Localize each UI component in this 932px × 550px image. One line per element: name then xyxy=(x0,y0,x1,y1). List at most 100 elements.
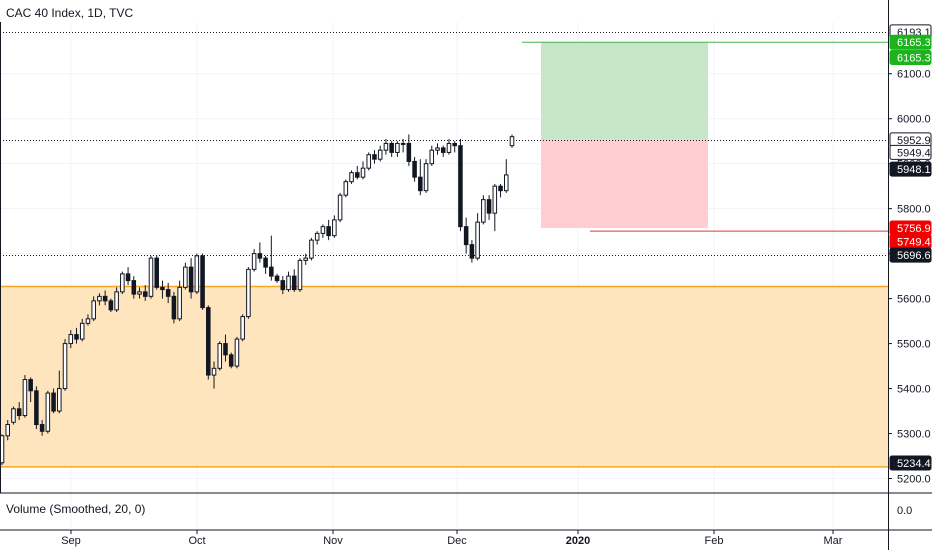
candle-body xyxy=(131,280,137,295)
candle-body xyxy=(263,257,268,268)
price-tag-label: 5234.4 xyxy=(897,458,931,470)
x-tick-label: Dec xyxy=(447,535,467,547)
candle-body xyxy=(11,408,16,423)
candle-body xyxy=(28,379,33,392)
candle-body xyxy=(22,379,28,417)
candle-body xyxy=(165,289,171,297)
candle-body xyxy=(372,154,377,160)
loss-zone[interactable] xyxy=(541,139,708,229)
candle-body xyxy=(85,318,91,324)
candle-body xyxy=(383,142,389,151)
price-tag-label: 5749.4 xyxy=(897,236,931,248)
candle-body xyxy=(154,257,159,288)
candle-body xyxy=(188,266,194,293)
candle-body xyxy=(74,334,79,340)
candle-body xyxy=(171,295,177,320)
candle-body xyxy=(137,291,142,295)
x-tick-label: Feb xyxy=(705,535,724,547)
candle-body xyxy=(297,259,303,291)
price-tag-label: 5952.9 xyxy=(897,135,931,147)
y-tick-label: 5500.0 xyxy=(897,339,931,351)
candle-body xyxy=(160,286,165,291)
y-tick-label: 6000.0 xyxy=(897,114,931,126)
candle-body xyxy=(228,354,234,367)
candle-body xyxy=(194,255,200,293)
candle-body xyxy=(211,367,217,376)
candle-body xyxy=(406,142,412,162)
price-tag-label: 5696.6 xyxy=(897,250,931,262)
candle-body xyxy=(498,185,503,192)
candle-body xyxy=(400,142,406,145)
price-tag-outline xyxy=(889,144,932,160)
price-tag-label: 5756.9 xyxy=(897,223,931,235)
price-tag-label: 6165.3 xyxy=(897,53,931,65)
volume-tick-label: 0.0 xyxy=(897,505,912,517)
candle-body xyxy=(395,142,400,153)
candle-body xyxy=(68,334,74,345)
candle-body xyxy=(251,253,257,270)
candle-body xyxy=(366,154,372,169)
candle-body xyxy=(34,390,39,426)
candle-body xyxy=(412,160,417,178)
candle-body xyxy=(481,199,486,223)
candle-body xyxy=(5,424,11,437)
candle-body xyxy=(240,316,245,340)
price-tag-green xyxy=(889,34,932,50)
candle-body xyxy=(314,232,320,241)
candle-body xyxy=(280,280,286,291)
candle-body xyxy=(291,275,297,291)
candle-body xyxy=(269,266,274,277)
candle-body xyxy=(389,142,394,153)
profit-zone[interactable] xyxy=(541,42,708,140)
candle-body xyxy=(97,295,102,302)
horizontal-levels[interactable] xyxy=(0,32,888,256)
candle-body xyxy=(446,142,452,153)
candle-body xyxy=(79,322,85,340)
candle-body xyxy=(200,255,205,309)
chart-title: CAC 40 Index, 1D, TVC xyxy=(6,6,134,20)
candle-body xyxy=(16,408,22,417)
candle-body xyxy=(509,136,515,147)
candle-body xyxy=(377,149,383,160)
y-tick-label: 5400.0 xyxy=(897,384,931,396)
y-tick-label: 5600.0 xyxy=(897,294,931,306)
candle-body xyxy=(217,343,223,369)
x-tick-label: Oct xyxy=(188,535,205,547)
candle-body xyxy=(332,219,337,237)
y-tick-label: 6100.0 xyxy=(897,69,931,81)
x-tick-label: Nov xyxy=(323,535,343,547)
candle-body xyxy=(102,295,108,302)
candle-body xyxy=(360,167,366,178)
candle-body xyxy=(51,392,56,412)
candle-body xyxy=(39,424,45,432)
candle-body xyxy=(120,273,125,293)
candle-body xyxy=(286,275,291,291)
candle-body xyxy=(355,172,360,178)
candle-body xyxy=(343,181,349,196)
x-tick-label: 2020 xyxy=(566,535,590,547)
candle-body xyxy=(309,239,314,259)
candle-body xyxy=(475,221,480,259)
candle-body xyxy=(91,300,96,320)
y-tick-label: 5800.0 xyxy=(897,204,931,216)
candle-body xyxy=(114,291,119,311)
candle-body xyxy=(458,145,463,228)
candle-body xyxy=(177,286,182,320)
candle-body xyxy=(246,268,251,318)
candle-body xyxy=(45,392,51,432)
candle-body xyxy=(303,257,308,261)
zone-fill xyxy=(0,286,888,467)
price-tags: 6193.16165.36165.35952.95949.45948.15756… xyxy=(889,24,932,471)
y-tick-label: 5300.0 xyxy=(897,429,931,441)
candle-body xyxy=(418,176,423,192)
position-tool[interactable] xyxy=(541,42,708,229)
x-tick-label: Mar xyxy=(824,535,843,547)
candlestick-series xyxy=(0,134,515,466)
candle-body xyxy=(435,147,440,151)
volume-pane-label: Volume (Smoothed, 20, 0) xyxy=(6,502,146,516)
price-tag-label: 5948.1 xyxy=(897,164,931,176)
candle-body xyxy=(206,307,211,376)
candle-body xyxy=(234,338,240,367)
candle-body xyxy=(183,266,188,288)
